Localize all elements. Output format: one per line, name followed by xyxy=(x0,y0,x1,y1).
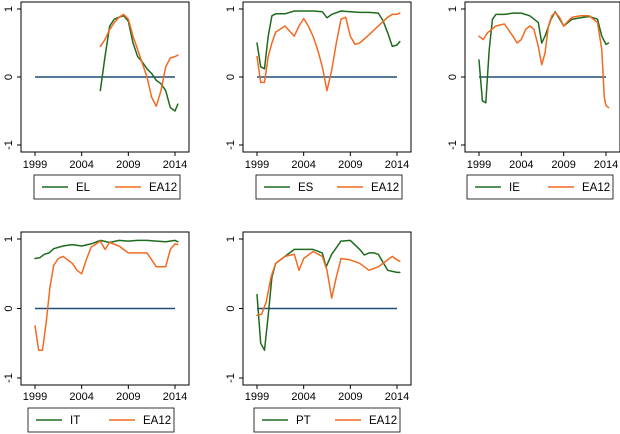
chart-panel-4: -1 0 1 1999 2004 2009 2014 IT EA12 xyxy=(3,231,190,433)
series-line-ea12 xyxy=(256,12,401,92)
y-tick-label: 1 xyxy=(3,236,15,242)
y-tick-label: 0 xyxy=(447,74,459,80)
legend-label: EA12 xyxy=(149,182,177,194)
series-line-ea12 xyxy=(256,250,401,317)
x-tick-label: 1999 xyxy=(23,391,47,403)
x-tick-label: 2009 xyxy=(338,159,362,171)
x-tick-label: 2004 xyxy=(291,159,315,171)
legend-box xyxy=(33,174,181,200)
x-tick-label: 2014 xyxy=(163,159,187,171)
chart-legend: PT EA12 xyxy=(253,407,401,433)
y-tick-label: 0 xyxy=(225,74,237,80)
y-tick-label: 0 xyxy=(3,74,15,80)
legend-label: EA12 xyxy=(143,415,171,427)
y-tick-label: 1 xyxy=(225,6,237,12)
x-tick-label: 1999 xyxy=(245,159,269,171)
series-line-ea12 xyxy=(34,240,179,351)
legend-label: IT xyxy=(70,415,80,427)
legend-label: EA12 xyxy=(371,182,399,194)
x-tick-label: 2014 xyxy=(385,391,409,403)
x-tick-label: 2004 xyxy=(291,391,315,403)
legend-label: IE xyxy=(509,182,520,194)
x-tick-label: 2009 xyxy=(116,159,140,171)
chart-panel-3: -1 0 1 1999 2004 2009 2014 IE EA12 xyxy=(447,1,620,200)
x-tick-label: 2014 xyxy=(594,159,618,171)
x-tick-label: 1999 xyxy=(467,159,491,171)
series-line-el xyxy=(99,15,179,112)
x-tick-label: 2004 xyxy=(69,159,93,171)
x-tick-label: 2004 xyxy=(69,391,93,403)
chart-legend: ES EA12 xyxy=(255,174,403,200)
y-tick-label: 1 xyxy=(225,236,237,242)
y-tick-label: -1 xyxy=(225,140,237,150)
x-tick-label: 2014 xyxy=(385,159,409,171)
series-line-it xyxy=(34,239,179,260)
x-tick-label: 2009 xyxy=(116,391,140,403)
chart-panel-5: -1 0 1 1999 2004 2009 2014 PT EA12 xyxy=(225,231,412,433)
x-tick-label: 1999 xyxy=(23,159,47,171)
series-line-ea12 xyxy=(99,13,179,107)
y-tick-label: 1 xyxy=(3,6,15,12)
x-tick-label: 2009 xyxy=(338,391,362,403)
series-line-ea12 xyxy=(478,11,610,109)
y-tick-label: -1 xyxy=(447,140,459,150)
y-tick-label: 0 xyxy=(3,305,15,311)
chart-legend: IT EA12 xyxy=(27,407,175,433)
chart-panel-2: -1 0 1 1999 2004 2009 2014 ES EA12 xyxy=(225,1,412,200)
x-tick-label: 2004 xyxy=(509,159,533,171)
legend-label: EL xyxy=(76,182,91,194)
chart-legend: IE EA12 xyxy=(466,174,614,200)
x-tick-label: 2009 xyxy=(551,159,575,171)
series-line-pt xyxy=(256,239,401,351)
legend-label: ES xyxy=(298,182,314,194)
legend-label: EA12 xyxy=(369,415,397,427)
x-tick-label: 1999 xyxy=(245,391,269,403)
series-line-es xyxy=(256,10,401,70)
y-tick-label: -1 xyxy=(225,373,237,383)
chart-panel-1: -1 0 1 1999 2004 2009 2014 EL EA12 xyxy=(3,1,190,200)
legend-label: EA12 xyxy=(582,182,610,194)
y-tick-label: 0 xyxy=(225,305,237,311)
chart-legend: EL EA12 xyxy=(33,174,181,200)
legend-label: PT xyxy=(296,415,311,427)
x-tick-label: 2014 xyxy=(163,391,187,403)
y-tick-label: -1 xyxy=(3,373,15,383)
y-tick-label: 1 xyxy=(447,6,459,12)
y-tick-label: -1 xyxy=(3,140,15,150)
